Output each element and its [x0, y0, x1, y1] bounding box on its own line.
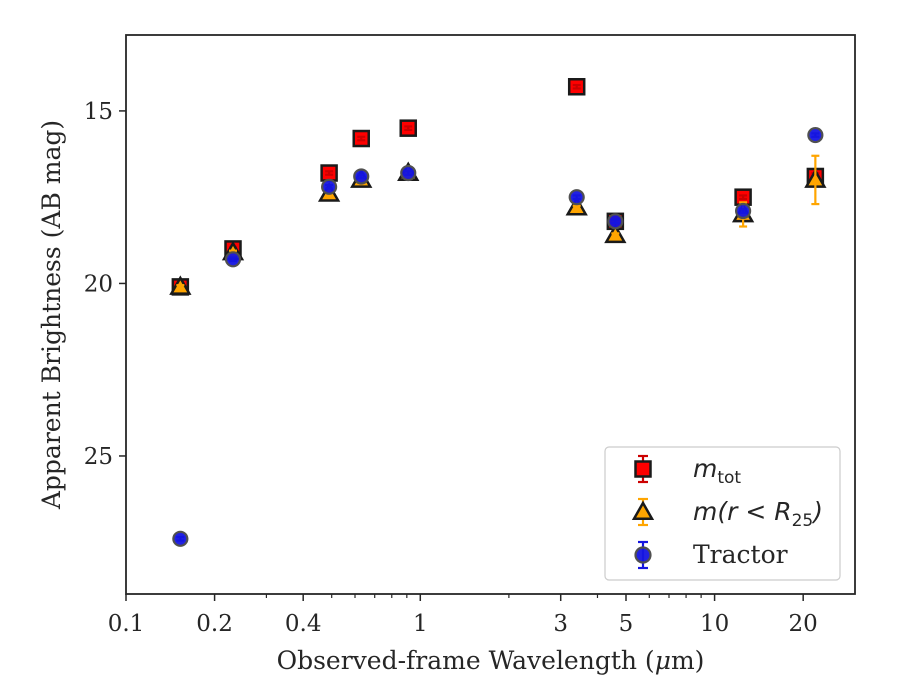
x-tick-label-1: 0.2: [196, 611, 233, 637]
legend-label-mr25-sub: 25: [792, 511, 814, 531]
x-tick-label-7: 20: [789, 611, 818, 637]
legend: mtot m(r < R25) Tractor: [604, 446, 841, 581]
legend-label-tractor: Tractor: [693, 540, 788, 569]
x-tick-label-0: 0.1: [108, 611, 145, 637]
y-tick-label-0: 15: [84, 99, 113, 125]
legend-label-mr25-end: ): [811, 497, 823, 526]
y-axis-label: Apparent Brightness (AB mag): [37, 120, 66, 510]
x-tick-label-5: 5: [619, 611, 634, 637]
y-tick-label-2: 25: [84, 444, 113, 470]
x-tick-label-3: 1: [413, 611, 428, 637]
y-axis-ticks: 15 20 25: [84, 99, 126, 470]
x-axis-ticks: 0.1 0.2 0.4 1 3 5 10 20: [108, 594, 818, 637]
y-tick-label-1: 20: [84, 271, 113, 297]
legend-marker-mtot: [634, 460, 652, 478]
x-axis-label-prefix: Observed-frame Wavelength (: [277, 646, 655, 675]
series-tractor: [172, 126, 824, 547]
legend-marker-mr25: [631, 500, 655, 520]
x-tick-label-2: 0.4: [285, 611, 322, 637]
x-axis-label-unit: μ: [655, 646, 671, 675]
legend-label-mtot: mtot: [693, 454, 741, 488]
x-tick-label-6: 10: [700, 611, 729, 637]
x-axis-label-suffix: m): [671, 646, 704, 675]
legend-label-mr25-main: m(r < R: [693, 497, 792, 526]
legend-label-mtot-sub: tot: [717, 468, 741, 488]
legend-markers: [631, 454, 655, 570]
legend-label-mr25: m(r < R25): [693, 497, 823, 531]
x-tick-label-4: 3: [553, 611, 568, 637]
legend-marker-tractor: [634, 546, 652, 564]
x-axis-label: Observed-frame Wavelength (μm): [277, 646, 705, 675]
legend-box: [604, 446, 841, 581]
data-markers: [169, 78, 827, 547]
legend-label-mtot-main: m: [693, 454, 717, 483]
plot-frame: [125, 34, 856, 595]
